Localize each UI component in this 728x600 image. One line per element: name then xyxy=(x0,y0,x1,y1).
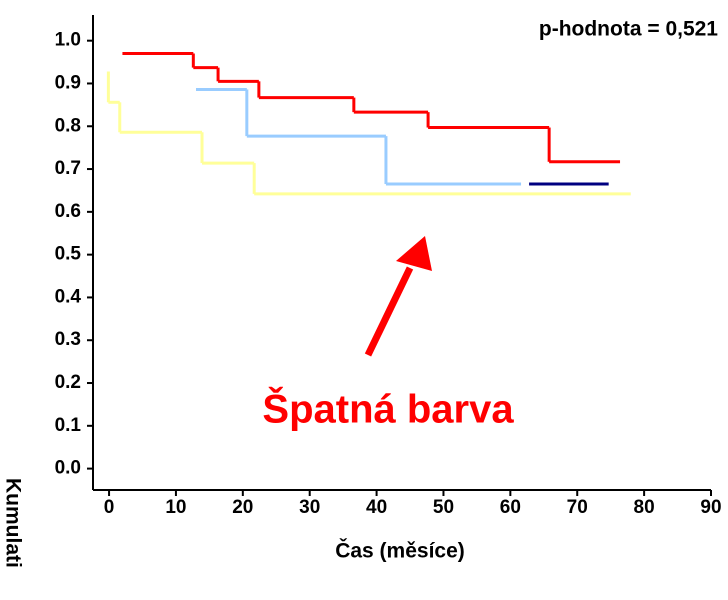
y-tick-label: 0.3 xyxy=(55,329,81,350)
y-tick-label: 0.5 xyxy=(55,244,82,265)
y-tick-label: 0.6 xyxy=(55,201,81,222)
p-value: p-hodnota = 0,521 xyxy=(539,18,718,41)
y-tick-label: 0.7 xyxy=(55,158,81,179)
y-tick-label: 0.9 xyxy=(55,72,81,93)
y-tick-label: 0.1 xyxy=(55,415,82,436)
x-tick-label: 40 xyxy=(366,497,387,518)
x-tick-label: 30 xyxy=(299,497,320,518)
x-tick-label: 80 xyxy=(634,497,655,518)
x-tick-label: 10 xyxy=(165,497,186,518)
x-tick-label: 20 xyxy=(232,497,253,518)
x-tick-label: 70 xyxy=(567,497,588,518)
y-tick-label: 0.2 xyxy=(55,372,81,393)
y-tick-label: 0.4 xyxy=(55,286,82,307)
x-tick-label: 60 xyxy=(500,497,521,518)
y-axis-label: Kumulati xyxy=(1,478,24,568)
y-tick-label: 1.0 xyxy=(55,30,81,51)
arrow xyxy=(364,236,432,357)
x-tick-label: 50 xyxy=(433,497,454,518)
x-tick-label: 90 xyxy=(700,497,721,518)
y-tick-label: 0.8 xyxy=(55,115,81,136)
x-tick-label: 0 xyxy=(104,497,115,518)
y-tick-label: 0.0 xyxy=(55,458,81,479)
callout: Špatná barva xyxy=(262,386,514,432)
x-axis-label: Čas (měsíce) xyxy=(335,539,465,563)
